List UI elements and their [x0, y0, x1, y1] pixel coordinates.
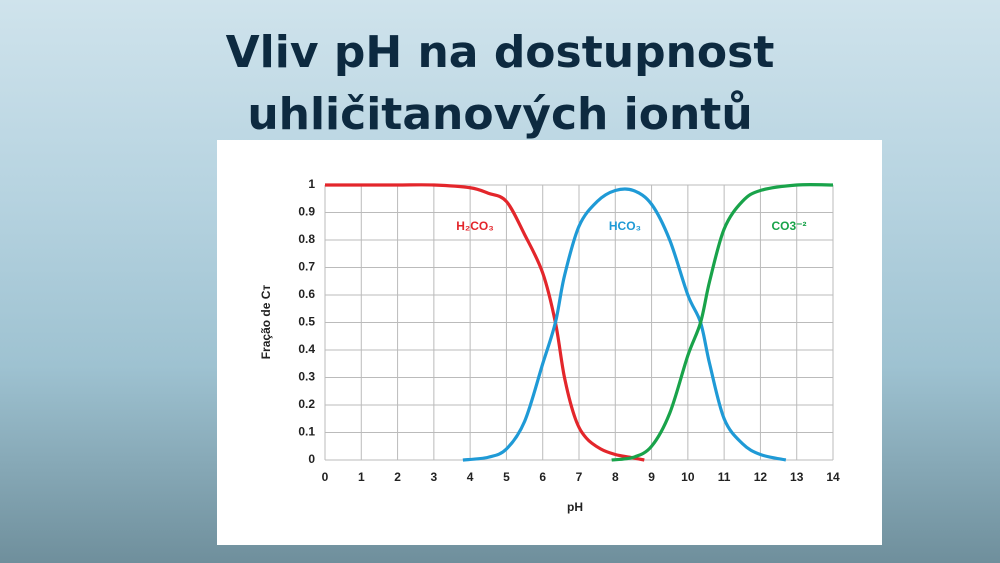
y-tick-label: 0.1 — [298, 425, 315, 439]
x-tick-label: 8 — [612, 470, 619, 484]
series-line — [611, 182, 834, 462]
slide-title: Vliv pH na dostupnost uhličitanových ion… — [0, 22, 1000, 146]
x-tick-label: 7 — [576, 470, 583, 484]
y-tick-label: 0.7 — [298, 260, 315, 274]
x-tick-label: 13 — [790, 470, 804, 484]
x-tick-label: 10 — [681, 470, 695, 484]
x-tick-label: 5 — [503, 470, 510, 484]
y-tick-label: 0.6 — [298, 287, 315, 301]
y-tick-label: 0.3 — [298, 370, 315, 384]
series-line — [325, 183, 645, 462]
x-tick-label: 2 — [394, 470, 401, 484]
series-label: H₂CO₃ — [456, 219, 494, 233]
x-tick-label: 12 — [754, 470, 768, 484]
y-axis-label: Fração de Cᴛ — [259, 285, 273, 360]
x-tick-label: 9 — [648, 470, 655, 484]
chart: pH Fração de Cᴛ 0 0.1 0.2 0.3 0.4 0.5 0.6 0.7 0.… — [217, 140, 882, 545]
series-label: CO3⁻² — [771, 219, 806, 233]
x-tick-label: 6 — [539, 470, 546, 484]
x-tick-label: 11 — [718, 470, 731, 484]
title-text: Vliv pH na dostupnost uhličitanových ion… — [225, 27, 775, 140]
x-tick-label: 14 — [826, 470, 840, 484]
y-tick-label: 0.5 — [298, 315, 315, 329]
x-tick-label: 3 — [431, 470, 438, 484]
y-tick-label: 0.4 — [298, 342, 315, 356]
y-tick-label: 1 — [308, 177, 315, 191]
y-tick-label: 0 — [308, 452, 315, 466]
y-tick-label: 0.9 — [298, 205, 315, 219]
y-tick-label: 0.2 — [298, 397, 315, 411]
y-tick-label: 0.8 — [298, 232, 315, 246]
x-tick-label: 0 — [322, 470, 329, 484]
series-line — [462, 187, 787, 462]
series-label: HCO₃ — [609, 219, 641, 233]
x-tick-label: 1 — [358, 470, 365, 484]
x-axis-label: pH — [567, 500, 583, 514]
x-tick-label: 4 — [467, 470, 474, 484]
